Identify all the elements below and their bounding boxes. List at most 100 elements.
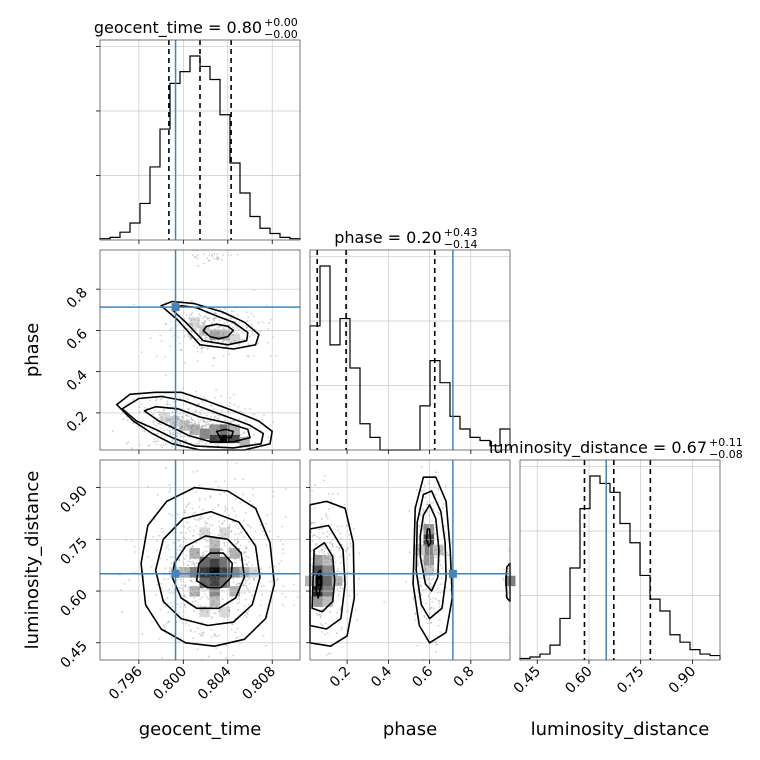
sample-point	[437, 488, 440, 490]
sample-point	[166, 597, 169, 599]
contour-line	[195, 552, 233, 589]
sample-point	[244, 551, 247, 553]
sample-point	[248, 561, 250, 563]
sample-point	[249, 500, 252, 502]
sample-point	[209, 537, 211, 539]
sample-point	[197, 556, 199, 559]
sample-point	[260, 567, 263, 570]
sample-point	[222, 355, 225, 357]
sample-point	[178, 436, 181, 439]
sample-point	[327, 567, 329, 570]
sample-point	[220, 561, 223, 564]
sample-point	[159, 398, 162, 401]
sample-point	[168, 591, 171, 594]
sample-point	[214, 589, 217, 591]
sample-point	[435, 643, 437, 646]
sample-point	[180, 426, 182, 429]
sample-point	[247, 609, 250, 612]
sample-point	[183, 594, 186, 597]
sample-point	[324, 547, 327, 549]
sample-point	[189, 336, 192, 338]
sample-point	[332, 545, 334, 548]
sample-point	[183, 317, 186, 320]
sample-point	[339, 586, 342, 589]
sample-point	[192, 423, 195, 425]
sample-point	[164, 436, 167, 438]
sample-point	[320, 517, 323, 520]
x-tick-label: 0.796	[106, 663, 146, 703]
sample-point	[176, 603, 179, 605]
sample-point	[164, 418, 167, 421]
sample-point	[217, 593, 220, 595]
sample-point	[229, 421, 232, 424]
sample-point	[439, 591, 442, 594]
sample-point	[241, 331, 244, 334]
sample-point	[187, 398, 189, 400]
sample-point	[184, 324, 187, 327]
sample-point	[327, 652, 330, 655]
sample-point	[204, 520, 207, 523]
sample-point	[203, 321, 206, 324]
sample-point	[502, 568, 505, 571]
sample-point	[215, 427, 218, 430]
sample-point	[201, 508, 204, 511]
sample-point	[215, 317, 217, 320]
sample-point	[172, 542, 175, 544]
sample-point	[199, 439, 202, 442]
sample-point	[217, 256, 220, 259]
sample-point	[164, 443, 167, 445]
sample-point	[233, 339, 236, 342]
sample-point	[202, 419, 205, 421]
sample-point	[223, 520, 226, 522]
density-cell	[199, 577, 210, 588]
sample-point	[240, 433, 243, 436]
contour-line	[415, 490, 447, 620]
sample-point	[181, 531, 184, 534]
sample-point	[203, 420, 205, 423]
sample-point	[214, 415, 217, 418]
sample-point	[167, 418, 170, 421]
sample-point	[195, 327, 198, 330]
sample-point	[321, 549, 324, 552]
sample-point	[179, 348, 182, 351]
sample-point	[314, 553, 317, 556]
sample-point	[197, 422, 200, 425]
sample-point	[180, 349, 183, 352]
sample-point	[213, 588, 216, 591]
sample-point	[338, 549, 340, 552]
sample-point	[186, 420, 189, 423]
sample-point	[172, 433, 175, 436]
sample-point	[315, 543, 317, 546]
sample-point	[149, 337, 152, 340]
sample-point	[427, 559, 430, 561]
x-tick-label: 0.90	[666, 664, 699, 697]
sample-point	[229, 396, 232, 399]
sample-point	[318, 554, 321, 556]
sample-point	[232, 310, 235, 313]
sample-point	[438, 513, 441, 515]
sample-point	[269, 530, 271, 533]
sample-point	[236, 314, 239, 316]
sample-point	[155, 402, 158, 405]
sample-point	[432, 508, 435, 511]
sample-point	[176, 549, 179, 552]
sample-point	[430, 547, 433, 550]
sample-point	[169, 432, 172, 434]
sample-point	[232, 587, 235, 590]
sample-point	[213, 357, 216, 360]
sample-point	[205, 434, 208, 437]
sample-point	[237, 636, 240, 639]
sample-point	[199, 315, 202, 317]
sample-point	[203, 429, 206, 432]
sample-point	[211, 255, 214, 257]
sample-point	[203, 421, 206, 424]
sample-point	[316, 614, 319, 617]
sample-point	[203, 315, 206, 317]
sample-point	[128, 579, 131, 582]
sample-point	[329, 610, 331, 613]
sample-point	[419, 577, 422, 580]
sample-point	[201, 554, 204, 556]
sample-point	[417, 596, 419, 599]
sample-point	[237, 405, 240, 408]
sample-point	[126, 419, 129, 422]
